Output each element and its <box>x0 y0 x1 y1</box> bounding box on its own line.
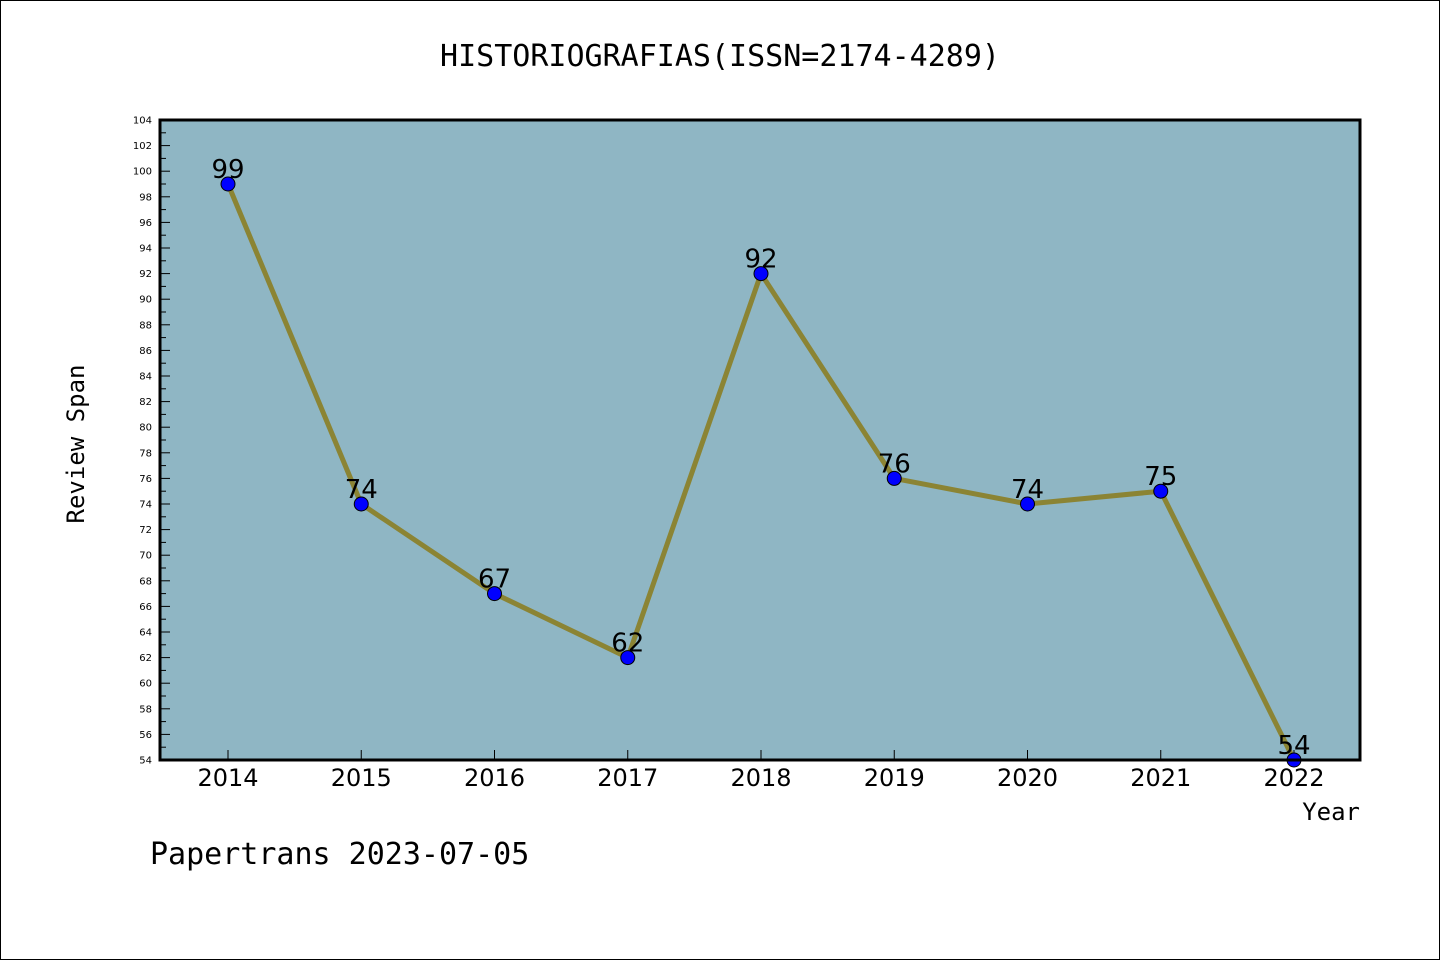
y-tick-label: 86 <box>139 346 152 357</box>
y-tick-label: 102 <box>133 141 152 152</box>
data-label: 54 <box>1277 731 1310 761</box>
y-tick-label: 90 <box>139 295 152 306</box>
x-axis: 2014 2015 2016 2017 2018 2019 2020 2021 2022 <box>197 750 1325 792</box>
y-tick-label: 94 <box>139 244 152 255</box>
data-label: 75 <box>1144 462 1177 492</box>
y-tick-label: 74 <box>139 500 152 511</box>
plot-border <box>158 118 1362 762</box>
plot-area <box>160 120 1360 760</box>
x-tick-label: 2016 <box>464 764 525 792</box>
y-tick-label: 64 <box>139 628 152 639</box>
data-point <box>886 470 902 486</box>
y-tick-label: 66 <box>139 602 152 613</box>
y-tick-label: 96 <box>139 218 152 229</box>
y-axis: 54 56 58 60 62 64 66 68 70 72 74 76 78 80 82 84 86 88 90 92… <box>133 116 170 767</box>
x-tick-label: 2020 <box>997 764 1058 792</box>
y-tick-label: 56 <box>139 730 152 741</box>
data-label: 74 <box>1011 475 1044 505</box>
y-tick-label: 62 <box>139 653 152 664</box>
data-label: 62 <box>611 629 644 659</box>
data-label: 92 <box>744 245 777 275</box>
y-tick-label: 78 <box>139 448 152 459</box>
x-tick-label: 2017 <box>597 764 658 792</box>
y-tick-label: 98 <box>139 192 152 203</box>
y-tick-label: 100 <box>133 167 152 178</box>
data-point <box>353 496 369 512</box>
y-tick-label: 58 <box>139 704 152 715</box>
x-tick-label: 2019 <box>864 764 925 792</box>
y-tick-label: 84 <box>139 372 152 383</box>
data-point <box>1020 496 1035 512</box>
x-tick-label: 2014 <box>197 764 258 792</box>
x-tick-label: 2022 <box>1263 764 1324 792</box>
y-tick-label: 92 <box>139 269 152 280</box>
y-tick-label: 54 <box>139 756 152 767</box>
chart-title: HISTORIOGRAFIAS(ISSN=2174-4289) <box>440 39 1000 74</box>
data-labels: 99 74 67 62 92 76 74 75 54 <box>211 155 1310 761</box>
y-tick-label: 104 <box>133 116 152 127</box>
x-tick-label: 2018 <box>730 764 791 792</box>
x-tick-label: 2015 <box>331 764 392 792</box>
y-tick-label: 70 <box>139 551 152 562</box>
data-label: 67 <box>478 565 511 595</box>
data-label: 74 <box>345 475 378 505</box>
y-tick-label: 76 <box>139 474 152 485</box>
y-tick-label: 80 <box>139 423 152 434</box>
data-label: 76 <box>878 449 911 479</box>
data-point <box>220 176 236 192</box>
data-point <box>1153 483 1169 499</box>
data-point <box>753 266 769 282</box>
y-tick-label: 68 <box>139 576 152 587</box>
x-tick-label: 2021 <box>1130 764 1191 792</box>
y-tick-label: 72 <box>139 525 152 536</box>
data-point <box>620 650 636 666</box>
data-point <box>487 586 502 602</box>
data-markers <box>220 176 1302 768</box>
y-axis-label: Review Span <box>62 365 90 524</box>
y-tick-label: 88 <box>139 320 152 331</box>
data-label: 99 <box>211 155 244 185</box>
footer-text: Papertrans 2023-07-05 <box>150 837 529 872</box>
x-axis-label: Year <box>1302 798 1360 826</box>
y-tick-label: 60 <box>139 679 152 690</box>
y-tick-label: 82 <box>139 397 152 408</box>
